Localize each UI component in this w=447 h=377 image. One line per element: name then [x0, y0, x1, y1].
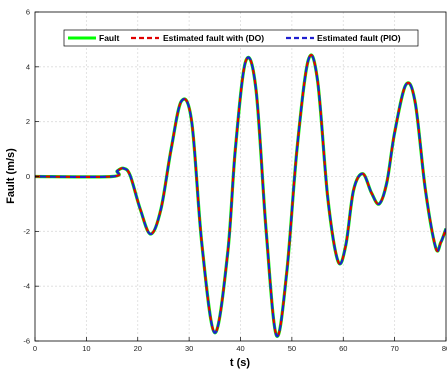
y-tick-label: 4	[26, 62, 30, 71]
grid	[35, 12, 446, 341]
legend: Fault Estimated fault with (DO) Estimate…	[63, 29, 419, 47]
x-tick-label: 40	[236, 344, 244, 353]
y-tick-label: 6	[26, 8, 30, 17]
legend-label-pio: Estimated fault (PIO)	[317, 33, 401, 43]
y-tick-label: -2	[23, 227, 30, 236]
x-tick-label: 50	[288, 344, 296, 353]
series-line-estimated-pio	[35, 54, 446, 338]
x-axis-label: t (s)	[230, 357, 251, 369]
y-tick-label: 2	[26, 117, 30, 126]
legend-label-fault: Fault	[99, 33, 119, 43]
x-tick-label: 20	[134, 344, 142, 353]
x-tick-label: 60	[339, 344, 347, 353]
y-tick-label: -6	[23, 337, 30, 346]
series-group	[35, 53, 446, 338]
series-line-estimated-do	[35, 54, 446, 338]
ticks: 0 10 20 30 40 50 60 70 80 -6 -4 -2 0 2 4 6	[23, 8, 447, 354]
x-tick-label: 80	[442, 344, 447, 353]
x-tick-label: 10	[82, 344, 90, 353]
legend-box	[63, 29, 419, 47]
x-tick-label: 70	[390, 344, 398, 353]
legend-label-do: Estimated fault with (DO)	[163, 33, 264, 43]
y-tick-label: 0	[26, 172, 30, 181]
y-tick-label: -4	[23, 282, 30, 291]
x-tick-label: 0	[33, 344, 37, 353]
x-tick-label: 30	[185, 344, 193, 353]
y-axis-label: Fault (m/s)	[5, 148, 17, 204]
